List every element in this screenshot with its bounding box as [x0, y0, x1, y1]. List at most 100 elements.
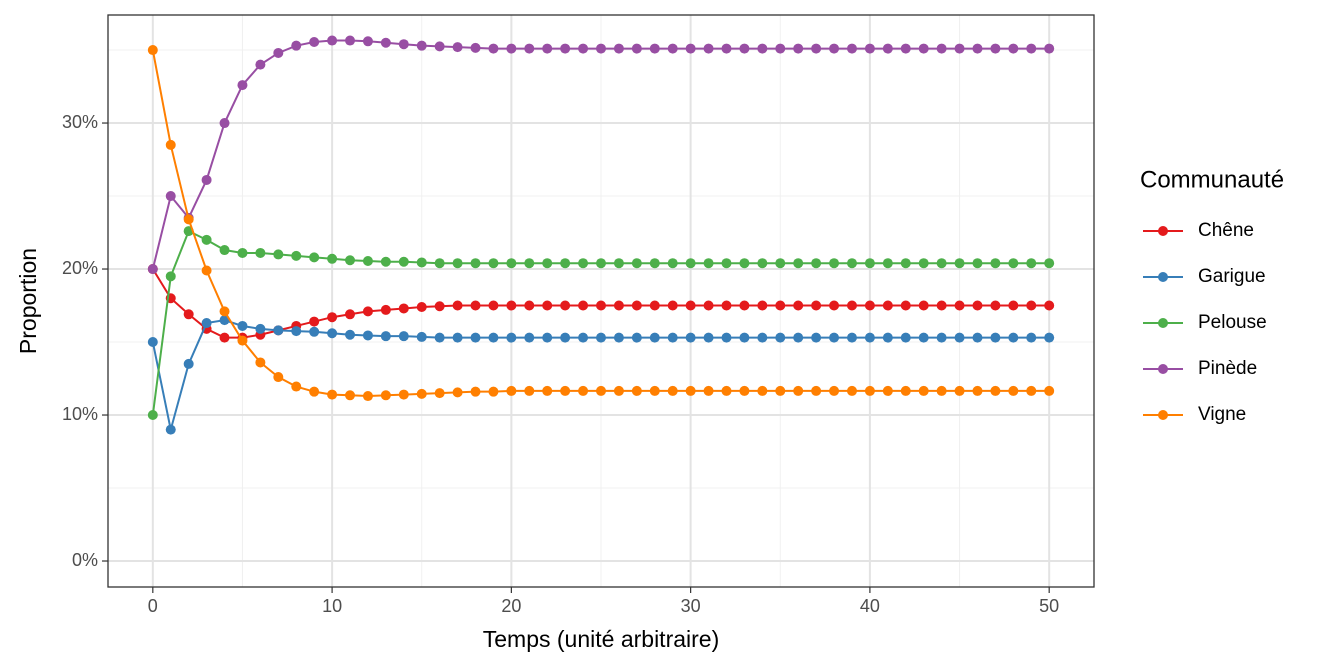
data-point — [380, 256, 391, 267]
data-point — [488, 43, 499, 54]
data-point — [613, 300, 624, 311]
data-point — [900, 258, 911, 269]
x-tick-label: 10 — [322, 596, 342, 616]
data-point — [201, 318, 212, 329]
data-point — [1026, 300, 1037, 311]
data-point — [183, 358, 194, 369]
data-point — [703, 385, 714, 396]
data-point — [255, 247, 266, 258]
data-point — [165, 139, 176, 150]
data-point — [900, 43, 911, 54]
x-tick-label: 50 — [1039, 596, 1059, 616]
data-point — [667, 43, 678, 54]
data-point — [506, 300, 517, 311]
data-point — [864, 300, 875, 311]
data-point — [416, 331, 427, 342]
data-point — [864, 385, 875, 396]
data-point — [1026, 258, 1037, 269]
data-point — [1044, 300, 1055, 311]
legend-key-point — [1158, 318, 1168, 328]
data-point — [147, 337, 158, 348]
data-point — [793, 332, 804, 343]
data-point — [631, 332, 642, 343]
data-point — [685, 258, 696, 269]
data-point — [237, 247, 248, 258]
data-point — [775, 258, 786, 269]
data-point — [488, 332, 499, 343]
data-point — [470, 332, 481, 343]
data-point — [578, 385, 589, 396]
data-point — [201, 234, 212, 245]
data-point — [542, 385, 553, 396]
data-point — [596, 300, 606, 311]
data-point — [829, 300, 840, 311]
data-point — [972, 300, 983, 311]
data-point — [900, 385, 911, 396]
data-point — [703, 332, 714, 343]
data-point — [757, 300, 768, 311]
data-point — [398, 256, 409, 267]
data-point — [255, 357, 266, 368]
y-tick-label: 30% — [62, 112, 98, 132]
data-point — [201, 265, 212, 276]
data-point — [703, 258, 714, 269]
data-point — [165, 191, 176, 202]
data-point — [362, 36, 373, 47]
data-point — [811, 258, 822, 269]
data-point — [613, 332, 624, 343]
data-point — [327, 389, 338, 400]
data-point — [811, 300, 822, 311]
data-point — [990, 385, 1001, 396]
data-point — [1008, 332, 1019, 343]
data-point — [775, 332, 786, 343]
data-point — [542, 300, 553, 311]
data-point — [506, 258, 517, 269]
data-point — [201, 174, 212, 185]
data-point — [219, 118, 230, 129]
data-point — [918, 258, 929, 269]
data-point — [954, 300, 965, 311]
data-point — [990, 332, 1001, 343]
data-point — [416, 388, 427, 399]
data-point — [327, 35, 338, 46]
data-point — [345, 35, 356, 46]
data-point — [578, 43, 589, 54]
data-point — [596, 258, 606, 269]
legend-label: Garigue — [1198, 266, 1266, 287]
data-point — [954, 43, 965, 54]
data-point — [829, 385, 840, 396]
legend-label: Pinède — [1198, 358, 1257, 379]
data-point — [1044, 258, 1055, 269]
data-point — [721, 385, 732, 396]
data-point — [596, 43, 606, 54]
data-point — [237, 80, 248, 91]
data-point — [954, 332, 965, 343]
data-point — [918, 385, 929, 396]
legend-key-point — [1158, 410, 1168, 420]
data-point — [811, 332, 822, 343]
data-point — [398, 331, 409, 342]
data-point — [560, 385, 571, 396]
data-point — [416, 301, 427, 312]
data-point — [434, 332, 445, 343]
data-point — [1008, 43, 1019, 54]
data-point — [703, 43, 714, 54]
y-tick-label: 0% — [72, 550, 98, 570]
data-point — [918, 332, 929, 343]
data-point — [416, 257, 427, 268]
data-point — [255, 323, 266, 334]
data-point — [470, 42, 481, 53]
data-point — [380, 304, 391, 315]
data-point — [882, 300, 893, 311]
data-point — [649, 300, 660, 311]
data-point — [936, 258, 947, 269]
data-point — [685, 332, 696, 343]
y-tick-label: 10% — [62, 404, 98, 424]
data-point — [739, 385, 750, 396]
legend-key-point — [1158, 272, 1168, 282]
data-point — [309, 37, 320, 48]
data-point — [1044, 385, 1055, 396]
data-point — [488, 386, 499, 397]
data-point — [829, 258, 840, 269]
data-point — [721, 258, 732, 269]
